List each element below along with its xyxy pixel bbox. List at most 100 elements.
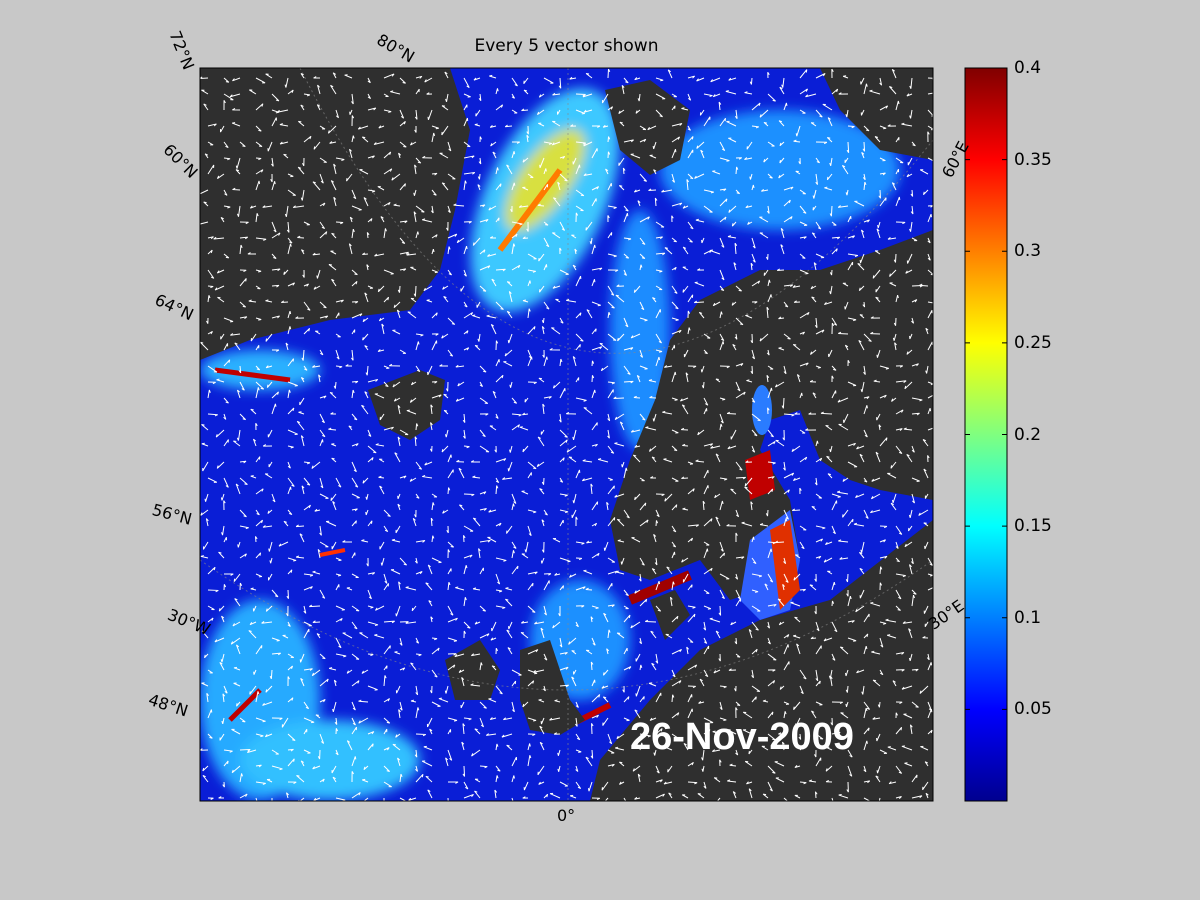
velocity-arrow [783,661,790,671]
velocity-arrow [399,141,407,148]
velocity-arrow [703,469,709,479]
velocity-arrow [202,461,209,472]
velocity-arrow [460,701,465,709]
velocity-arrow [824,186,833,191]
velocity-arrow [300,435,305,447]
velocity-arrow [511,493,517,504]
velocity-arrow [488,205,497,211]
velocity-arrow [607,68,611,79]
velocity-arrow [474,778,481,783]
velocity-arrow [431,189,437,196]
velocity-arrow [300,678,305,687]
velocity-arrow [383,525,389,533]
velocity-arrow [319,653,326,660]
velocity-arrow [845,189,849,196]
velocity-arrow [232,108,241,111]
velocity-arrow [875,296,881,303]
velocity-arrow [392,381,401,388]
velocity-arrow [888,781,897,785]
velocity-arrow [634,709,641,719]
velocity-arrow [847,442,856,447]
velocity-arrow [633,189,641,193]
velocity-arrow [751,125,759,129]
velocity-arrow [831,248,838,255]
velocity-arrow [751,280,761,287]
velocity-arrow [281,717,289,728]
velocity-arrow [815,157,820,164]
velocity-arrow [870,509,881,514]
velocity-arrow [287,389,291,399]
velocity-arrow [655,793,665,799]
velocity-arrow [889,282,897,287]
velocity-arrow [527,605,536,613]
velocity-arrow [549,348,561,351]
velocity-arrow [904,541,913,548]
velocity-arrow [719,188,727,192]
velocity-arrow [330,250,337,255]
velocity-arrow [751,648,758,655]
velocity-arrow [284,205,289,217]
velocity-arrow [619,781,625,785]
velocity-arrow [202,775,209,783]
velocity-arrow [742,729,753,735]
velocity-arrow [200,555,209,559]
velocity-arrow [703,645,710,655]
velocity-arrow [575,109,585,115]
velocity-arrow [300,760,305,767]
velocity-arrow [895,525,903,535]
velocity-arrow [719,685,727,689]
velocity-arrow [397,757,401,767]
velocity-arrow [222,693,226,703]
velocity-arrow [235,169,241,175]
velocity-arrow [875,451,881,463]
velocity-arrow [767,279,771,287]
velocity-arrow [703,443,714,447]
velocity-arrow [694,281,705,287]
map-panel [200,68,933,801]
velocity-arrow [463,347,470,351]
velocity-arrow [607,557,616,563]
velocity-arrow [361,404,369,415]
velocity-arrow [671,680,682,687]
velocity-arrow [511,565,519,575]
velocity-arrow [414,436,418,447]
velocity-arrow [687,125,691,131]
velocity-arrow [329,391,337,399]
velocity-arrow [495,374,504,383]
velocity-arrow [415,423,419,431]
velocity-arrow [671,477,679,482]
velocity-arrow [750,365,753,374]
velocity-arrow [511,182,516,191]
velocity-arrow [847,733,851,743]
velocity-arrow [810,636,817,640]
velocity-arrow [616,632,625,639]
velocity-arrow [408,797,417,801]
velocity-arrow [699,678,705,687]
velocity-arrow [671,148,677,159]
velocity-arrow [414,557,418,564]
velocity-arrow [214,285,225,291]
velocity-arrow [249,89,257,95]
velocity-arrow [820,411,833,415]
velocity-arrow [247,749,257,754]
velocity-arrow [349,109,353,115]
velocity-arrow [447,749,453,761]
velocity-arrow [399,183,406,191]
velocity-arrow [271,181,276,191]
velocity-arrow [316,633,321,639]
velocity-arrow [618,184,625,191]
velocity-arrow [831,525,836,535]
velocity-arrow [779,86,785,95]
velocity-arrow [847,125,855,129]
velocity-arrow [255,488,264,495]
velocity-arrow [815,109,823,118]
velocity-arrow [623,213,629,223]
velocity-arrow [830,717,833,726]
velocity-arrow [671,371,677,383]
velocity-arrow [505,598,513,607]
velocity-arrow [426,717,433,728]
velocity-arrow [703,717,714,724]
velocity-arrow [590,616,594,623]
velocity-arrow [203,201,209,207]
velocity-arrow [703,349,708,355]
